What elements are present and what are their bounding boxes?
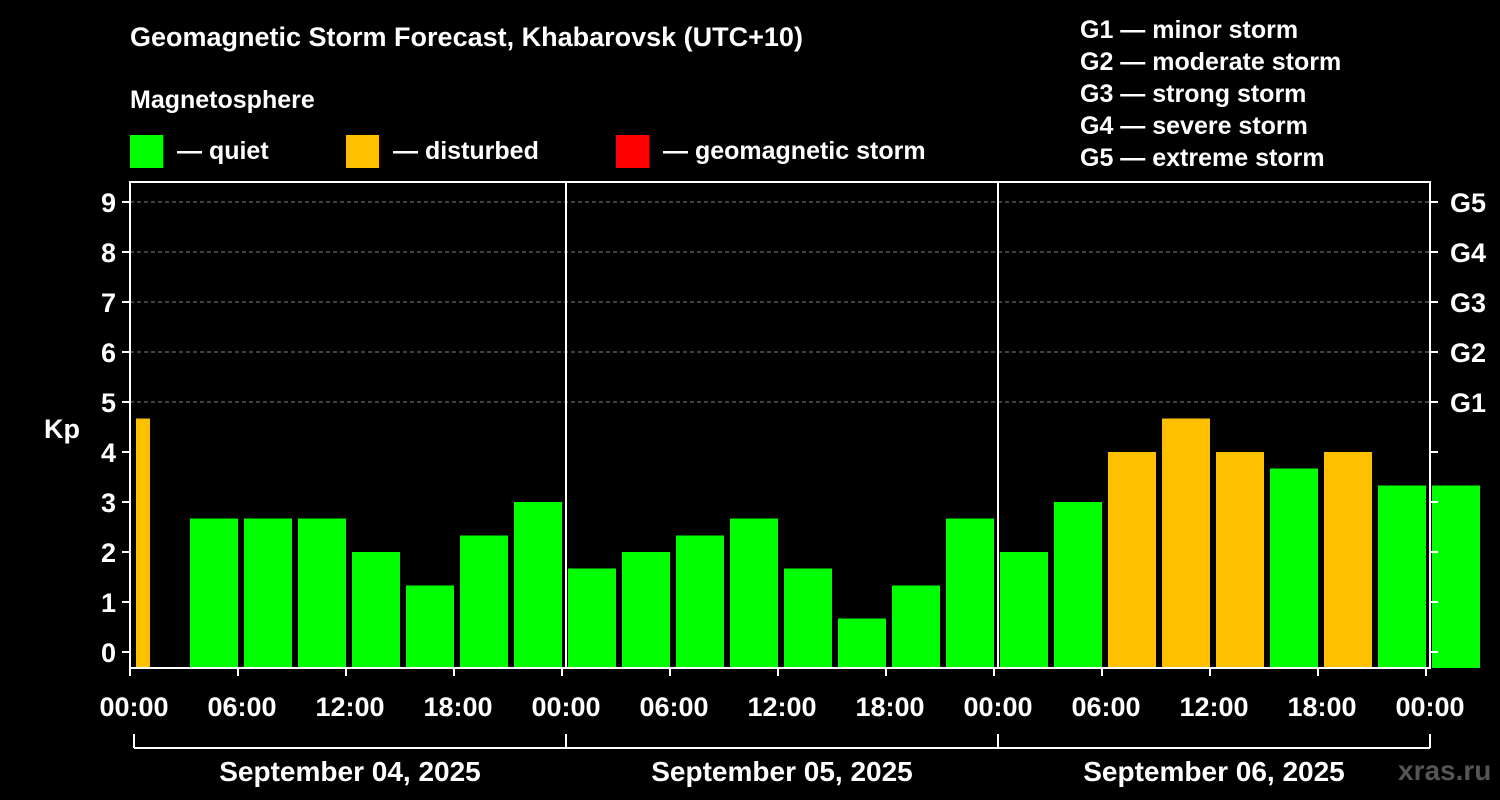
y-axis-label: Kp	[44, 414, 80, 444]
bars-group	[136, 418, 1480, 668]
legend-disturbed-swatch	[346, 134, 379, 168]
kp-bar	[838, 618, 886, 668]
kp-bar	[136, 418, 150, 668]
legend-disturbed-label: — disturbed	[393, 136, 539, 165]
legend-quiet: — quiet	[130, 134, 269, 168]
day-label: September 05, 2025	[651, 756, 913, 787]
x-tick-label: 12:00	[1179, 692, 1248, 722]
g-level-label: G4	[1450, 238, 1486, 268]
kp-bar	[1216, 452, 1264, 668]
kp-bar	[352, 552, 400, 668]
g-level-label: G5	[1450, 188, 1486, 218]
g-scale-item: G1 — minor storm	[1080, 16, 1299, 44]
plot-frame	[129, 181, 1431, 669]
kp-bar	[676, 535, 724, 668]
x-tick-label: 12:00	[747, 692, 816, 722]
kp-bar	[730, 518, 778, 668]
kp-bar	[892, 585, 940, 668]
x-tick-label: 06:00	[207, 692, 276, 722]
y-axis: 0 1 2 3 4 5 6 7 8 9	[101, 188, 130, 668]
g-scale-item: G2 — moderate storm	[1080, 48, 1342, 76]
x-tick-label: 18:00	[423, 692, 492, 722]
kp-bar	[1270, 468, 1318, 668]
x-tick-label: 18:00	[1287, 692, 1356, 722]
y-tick-label: 6	[101, 338, 116, 368]
g-scale-legend: G1 — minor storm G2 — moderate storm G3 …	[1080, 14, 1341, 174]
y-tick-label: 3	[101, 488, 116, 518]
right-axis: G1 G2 G3 G4 G5	[1430, 188, 1486, 653]
day-label: September 06, 2025	[1083, 756, 1345, 787]
g-scale-item: G4 — severe storm	[1080, 112, 1308, 140]
kp-bar	[298, 518, 346, 668]
kp-bar	[622, 552, 670, 668]
y-tick-label: 0	[101, 638, 116, 668]
y-tick-label: 5	[101, 388, 116, 418]
kp-bar	[1000, 552, 1048, 668]
y-tick-label: 1	[101, 588, 116, 618]
legend-quiet-label: — quiet	[177, 136, 269, 165]
chart-title: Geomagnetic Storm Forecast, Khabarovsk (…	[130, 22, 803, 52]
y-tick-label: 2	[101, 538, 116, 568]
grid-lines	[130, 201, 1430, 403]
x-axis: 00:00 06:00 12:00 18:00 00:00 06:00 12:00 18:00…	[99, 668, 1465, 722]
kp-bar	[784, 568, 832, 668]
legend-heading: Magnetosphere	[130, 86, 315, 114]
y-tick-label: 8	[101, 238, 116, 268]
y-tick-label: 7	[101, 288, 116, 318]
g-scale-item: G5 — extreme storm	[1080, 144, 1325, 172]
x-tick-label: 00:00	[99, 692, 168, 722]
x-tick-label: 00:00	[531, 692, 600, 722]
g-level-label: G2	[1450, 338, 1486, 368]
kp-bar	[1378, 485, 1426, 668]
x-tick-label: 00:00	[963, 692, 1032, 722]
x-tick-label: 00:00	[1395, 692, 1464, 722]
kp-bar	[514, 502, 562, 668]
legend-storm-label: — geomagnetic storm	[663, 136, 926, 165]
legend-quiet-swatch	[130, 134, 163, 168]
y-tick-label: 4	[101, 438, 116, 468]
g-scale-item: G3 — strong storm	[1080, 80, 1307, 108]
watermark: xras.ru	[1398, 755, 1492, 786]
kp-bar	[946, 518, 994, 668]
g-level-label: G1	[1450, 388, 1486, 418]
kp-bar	[1432, 485, 1480, 668]
legend-storm: — geomagnetic storm	[616, 134, 926, 168]
kp-bar	[460, 535, 508, 668]
legend-storm-swatch	[616, 134, 649, 168]
legend-disturbed: — disturbed	[346, 134, 539, 168]
day-label: September 04, 2025	[219, 756, 481, 787]
y-tick-label: 9	[101, 188, 116, 218]
kp-bar	[244, 518, 292, 668]
g-level-label: G3	[1450, 288, 1486, 318]
kp-bar	[1054, 502, 1102, 668]
kp-bar	[568, 568, 616, 668]
x-tick-label: 18:00	[855, 692, 924, 722]
kp-bar	[1162, 418, 1210, 668]
kp-bar	[190, 518, 238, 668]
kp-bar	[406, 585, 454, 668]
day-labels: September 04, 2025 September 05, 2025 Sept…	[133, 734, 1431, 787]
x-tick-label: 06:00	[1071, 692, 1140, 722]
x-tick-label: 06:00	[639, 692, 708, 722]
x-tick-label: 12:00	[315, 692, 384, 722]
kp-bar	[1324, 452, 1372, 668]
plot-border	[129, 181, 1431, 669]
kp-bar	[1108, 452, 1156, 668]
